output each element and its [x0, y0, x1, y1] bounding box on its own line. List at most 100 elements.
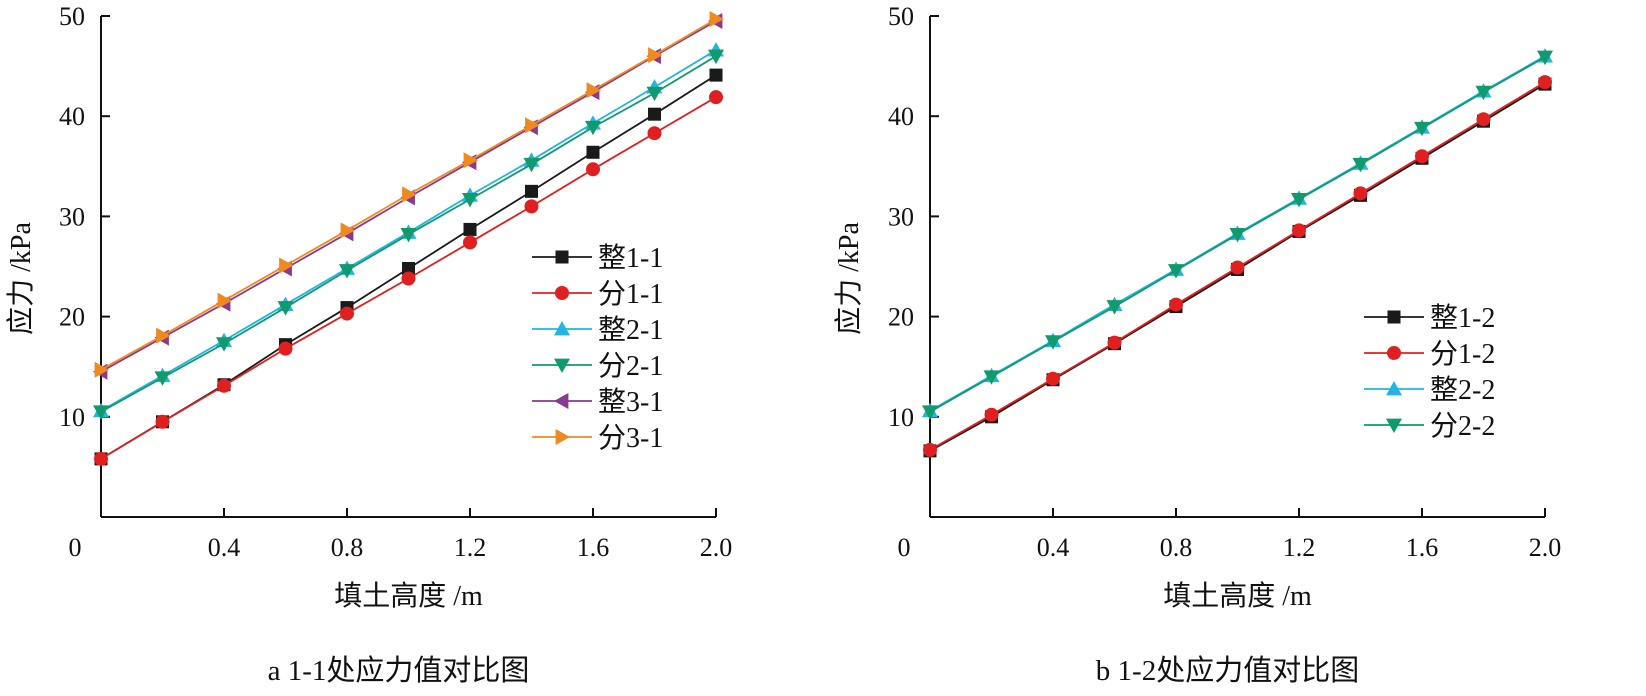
- legend-item: 整3-1: [532, 386, 663, 418]
- y-tick-label: 20: [888, 303, 914, 332]
- data-point: [1537, 50, 1553, 66]
- data-point: [340, 306, 354, 321]
- data-point: [1046, 371, 1060, 386]
- legend-label: 分1-1: [598, 279, 663, 310]
- data-point: [216, 337, 232, 352]
- data-point: [1045, 335, 1061, 350]
- legend-item: 整1-1: [532, 242, 663, 274]
- legend-marker: [554, 321, 570, 336]
- data-point: [923, 442, 937, 457]
- x-tick-label: 0.4: [1037, 533, 1070, 562]
- data-point: [1230, 260, 1245, 275]
- legend-label: 分2-2: [1430, 411, 1495, 442]
- data-point: [1476, 112, 1491, 127]
- legend-marker: [1386, 418, 1402, 433]
- y-tick-label: 10: [59, 403, 85, 432]
- data-point: [463, 235, 477, 250]
- y-tick-label: 50: [59, 2, 85, 31]
- legend-marker: [555, 250, 569, 264]
- series-6: [94, 11, 724, 378]
- data-point: [646, 86, 663, 102]
- y-tick-label: 10: [888, 403, 914, 432]
- data-point: [94, 451, 108, 466]
- data-point: [339, 264, 355, 279]
- legend-label: 整1-2: [1430, 302, 1495, 334]
- data-point: [154, 371, 171, 386]
- data-point: [93, 405, 109, 420]
- data-point: [709, 11, 724, 28]
- data-point: [402, 186, 417, 203]
- data-point: [1353, 186, 1368, 201]
- legend-item: 分1-2: [1364, 339, 1495, 370]
- data-point: [217, 292, 232, 309]
- data-point: [1168, 264, 1184, 279]
- data-point: [463, 152, 478, 169]
- legend-item: 整1-2: [1364, 302, 1495, 334]
- data-point: [1292, 223, 1306, 238]
- data-point: [709, 68, 723, 82]
- data-point: [402, 262, 415, 276]
- x-axis-title: 填土高度 /m: [1163, 580, 1312, 612]
- series-4: [922, 50, 1553, 420]
- y-tick-label: 40: [888, 102, 914, 131]
- data-point: [1106, 300, 1123, 315]
- legend-item: 整2-2: [1364, 374, 1495, 406]
- series-2: [94, 90, 723, 466]
- y-tick-label: 50: [888, 2, 914, 31]
- data-point: [1538, 75, 1552, 90]
- data-point: [1475, 85, 1492, 101]
- legend-label: 整3-1: [598, 386, 663, 418]
- legend-marker: [1386, 381, 1402, 396]
- legend-label: 分2-1: [598, 351, 663, 382]
- legend-item: 分1-1: [532, 279, 663, 310]
- x-axis-title: 填土高度 /m: [334, 580, 483, 612]
- y-axis-title: 应力 /kPa: [833, 222, 865, 335]
- data-point: [922, 405, 938, 420]
- data-point: [586, 145, 600, 159]
- y-tick-label: 20: [59, 303, 85, 332]
- data-point: [647, 126, 662, 141]
- data-point: [278, 341, 293, 356]
- x-tick-label: 1.2: [454, 533, 487, 562]
- x-tick-label: 0.4: [208, 533, 241, 562]
- legend-item: 分3-1: [532, 423, 663, 454]
- data-point: [400, 228, 417, 243]
- y-tick-label: 30: [59, 202, 85, 231]
- chart-caption: a 1-1处应力值对比图: [268, 654, 530, 687]
- origin-label: 0: [69, 533, 82, 562]
- legend-marker: [1387, 310, 1401, 324]
- data-point: [1352, 157, 1369, 173]
- data-point: [462, 192, 478, 208]
- x-tick-label: 1.6: [1406, 533, 1439, 562]
- data-point: [217, 378, 231, 393]
- data-point: [525, 184, 538, 198]
- x-tick-label: 2.0: [1529, 533, 1562, 562]
- x-tick-label: 0.8: [1160, 533, 1193, 562]
- data-point: [586, 162, 600, 177]
- data-point: [463, 222, 477, 236]
- legend-marker: [554, 358, 570, 373]
- data-point: [277, 301, 294, 316]
- x-tick-label: 1.2: [1283, 533, 1316, 562]
- data-point: [525, 117, 540, 134]
- data-point: [708, 49, 724, 65]
- data-point: [586, 82, 601, 99]
- y-axis-title: 应力 /kPa: [5, 222, 37, 335]
- data-point: [155, 414, 170, 429]
- x-tick-label: 0.8: [331, 533, 364, 562]
- legend-marker: [555, 429, 570, 445]
- data-point: [585, 120, 601, 136]
- series-2: [923, 75, 1552, 457]
- legend-label: 整2-2: [1430, 374, 1495, 406]
- data-point: [523, 157, 540, 173]
- y-tick-label: 30: [888, 202, 914, 231]
- data-point: [401, 271, 416, 286]
- data-point: [1291, 192, 1307, 208]
- data-point: [1107, 335, 1122, 350]
- y-tick-label: 40: [59, 102, 85, 131]
- chart-caption: b 1-2处应力值对比图: [1096, 654, 1359, 687]
- x-tick-label: 1.6: [577, 533, 610, 562]
- legend-item: 分2-2: [1364, 411, 1495, 442]
- origin-label: 0: [898, 533, 911, 562]
- data-point: [983, 370, 1000, 385]
